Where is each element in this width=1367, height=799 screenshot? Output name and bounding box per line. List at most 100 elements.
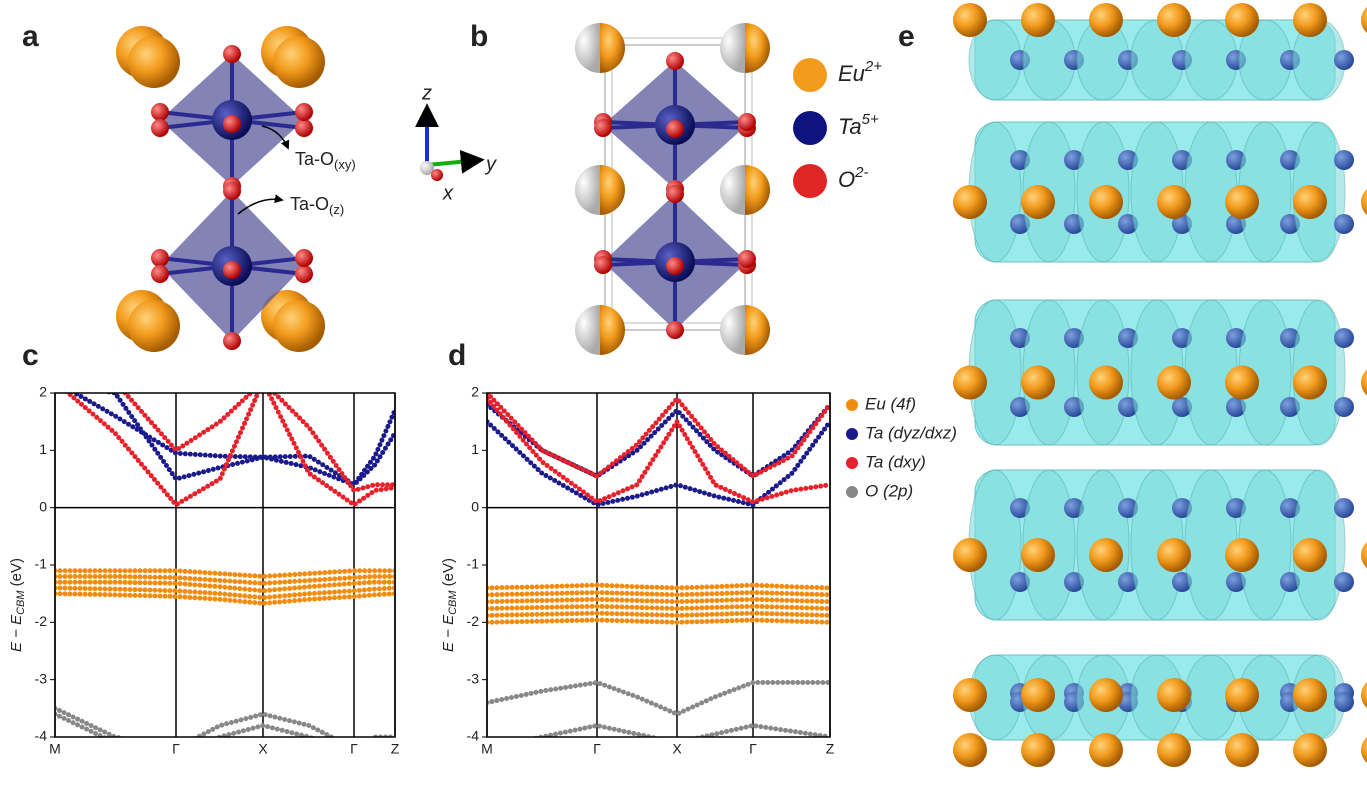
legend-swatch	[793, 58, 827, 92]
eu-atom	[128, 36, 180, 88]
band	[487, 582, 830, 591]
legend-label: O (2p)	[865, 481, 913, 500]
y-tick-label: -2	[467, 613, 480, 629]
y-tick-label: -1	[467, 556, 480, 572]
eu-site-white	[575, 23, 600, 73]
ta-atom	[1334, 50, 1354, 70]
axis-y: y	[484, 153, 497, 175]
eu-atom	[1293, 3, 1327, 37]
plot-frame	[54, 392, 396, 738]
y-tick-label: 2	[471, 384, 479, 400]
y-tick-label: -2	[35, 613, 48, 629]
ylabel-main: E − E	[440, 614, 457, 652]
eu-atom	[1089, 733, 1123, 767]
axis-z: z	[421, 82, 432, 104]
panel-label: d	[448, 339, 466, 372]
band	[487, 401, 830, 480]
band	[487, 393, 830, 480]
o-atom	[151, 249, 169, 267]
eu-atom	[1225, 185, 1259, 219]
eu-atom	[1157, 185, 1191, 219]
y-tick-label: -3	[467, 670, 480, 686]
ion: Eu	[838, 61, 865, 86]
o-atom	[295, 265, 313, 283]
ion: Ta	[838, 114, 862, 139]
legend-swatch	[846, 486, 858, 498]
eu-atom	[1089, 185, 1123, 219]
eu-atom	[1157, 365, 1191, 400]
legend-swatch	[846, 457, 858, 469]
o-atom	[594, 119, 612, 137]
x-tick-label: M	[481, 741, 493, 757]
eu-atom	[1361, 7, 1367, 33]
eu-atom	[1293, 185, 1327, 219]
ta-atom	[1334, 214, 1354, 234]
ta-atom	[1334, 572, 1354, 592]
eu-site-white	[720, 305, 745, 355]
band	[64, 393, 395, 509]
panel-label: c	[22, 339, 39, 372]
eu-atom	[1157, 3, 1191, 37]
eu-atom	[1361, 682, 1367, 708]
x-tick-label: X	[672, 741, 682, 757]
o-atom	[151, 103, 169, 121]
y-tick-label: 0	[471, 498, 479, 514]
legend-swatch	[846, 399, 858, 411]
x-tick-label: Γ	[350, 741, 358, 757]
eu-atom	[1293, 365, 1327, 400]
eu-atom	[1225, 3, 1259, 37]
panel-label: a	[22, 20, 39, 53]
o-atom	[223, 182, 241, 200]
y-tick-label: 1	[471, 441, 479, 457]
structures: Eu2+ Ta5+ O2-	[116, 3, 1367, 767]
band	[101, 393, 395, 488]
bands	[487, 393, 830, 737]
x-tick-label: Γ	[749, 741, 757, 757]
axis-x: x	[442, 182, 454, 204]
ta-atom	[1334, 692, 1354, 712]
eu-atom	[1021, 365, 1055, 400]
eu-atom	[1293, 678, 1327, 712]
eu-atom	[1157, 538, 1191, 572]
eu-atom	[1225, 678, 1259, 712]
o-atom	[295, 119, 313, 137]
o-atom	[666, 185, 684, 203]
band	[487, 396, 830, 505]
legend-swatch	[846, 428, 858, 440]
ta-atom	[1334, 498, 1354, 518]
eu-site-orange	[600, 305, 625, 355]
x-tick-label: Γ	[593, 741, 601, 757]
ta-atom	[1334, 397, 1354, 417]
eu-site-orange	[600, 165, 625, 215]
bond-text: Ta-O	[295, 149, 334, 169]
eu-atom	[1089, 538, 1123, 572]
ion: O	[838, 167, 855, 192]
eu-atom	[1361, 189, 1367, 215]
o-atom	[223, 332, 241, 350]
y-tick-label: -1	[35, 556, 48, 572]
ta-atom	[1334, 150, 1354, 170]
band	[487, 596, 830, 605]
o-atom	[666, 321, 684, 339]
eu-site-white	[720, 165, 745, 215]
eu-site-white	[575, 305, 600, 355]
charge: 2+	[864, 58, 882, 75]
band	[487, 610, 830, 618]
legend-label: Ta (dyz/dxz)	[865, 423, 957, 442]
ylabel-sub: CBM	[447, 590, 459, 615]
band	[55, 705, 395, 737]
eu-site-orange	[745, 165, 770, 215]
panel-label: e	[898, 20, 915, 53]
band	[55, 568, 395, 579]
ylabel-unit: (eV)	[8, 558, 25, 591]
legend-label: Eu (4f)	[865, 394, 916, 413]
arrow	[237, 194, 284, 215]
eu-atom	[1293, 733, 1327, 767]
eu-atom	[1021, 3, 1055, 37]
eu-site-orange	[745, 23, 770, 73]
eu-atom	[953, 678, 987, 712]
y-tick-label: 1	[39, 441, 47, 457]
bond-label: Ta-O(xy)	[295, 149, 356, 173]
